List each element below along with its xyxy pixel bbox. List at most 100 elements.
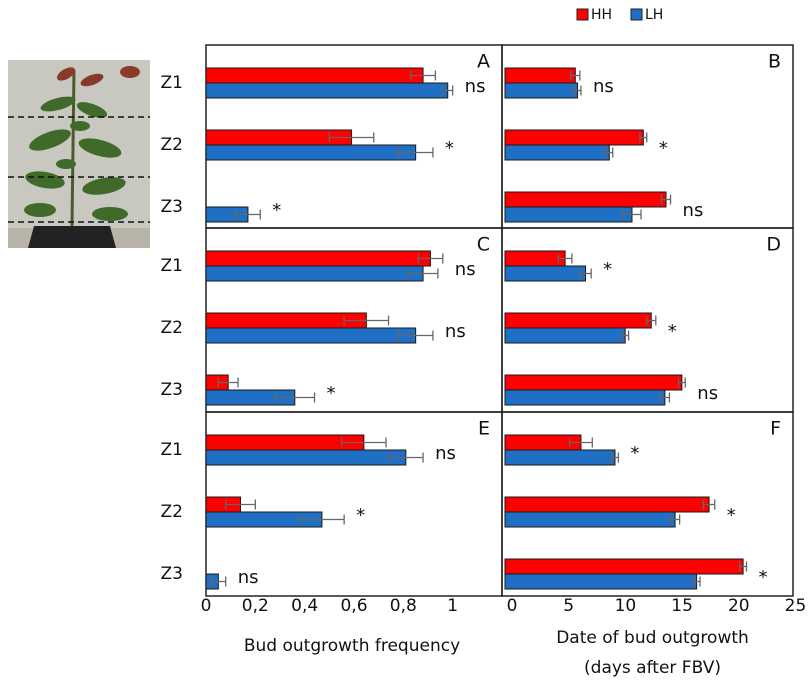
- significance-label: *: [668, 321, 677, 342]
- category-label: Z3: [161, 380, 183, 400]
- x-tick-label: 0,4: [291, 596, 318, 616]
- x-tick-label: 0,6: [340, 596, 367, 616]
- bar: [504, 144, 610, 161]
- bar: [205, 327, 417, 344]
- significance-label: ns: [238, 567, 259, 588]
- bar: [205, 312, 367, 329]
- bar: [205, 250, 431, 267]
- significance-label: *: [356, 505, 365, 526]
- significance-label: ns: [465, 76, 486, 97]
- x-tick-label: 0,2: [242, 596, 269, 616]
- category-label: Z1: [161, 256, 183, 276]
- x-axis-label: Bud outgrowth frequency: [244, 636, 460, 656]
- plant-photo: [8, 60, 150, 248]
- significance-label: *: [727, 505, 736, 526]
- error-bar: [557, 253, 573, 264]
- bar: [504, 67, 576, 84]
- x-axis-label: Date of bud outgrowth: [556, 628, 749, 648]
- panel-label: F: [770, 418, 781, 440]
- error-bar: [739, 561, 748, 572]
- error-bar: [341, 437, 387, 448]
- bar: [504, 573, 698, 590]
- pot: [28, 226, 116, 248]
- bar: [504, 250, 566, 267]
- category-label: Z1: [161, 440, 183, 460]
- significance-label: ns: [697, 383, 718, 404]
- error-bar: [217, 377, 239, 388]
- bar: [504, 511, 676, 528]
- x-tick-label: 5: [563, 596, 574, 616]
- category-label: Z1: [161, 73, 183, 93]
- legend-label: LH: [645, 7, 663, 23]
- error-bar: [568, 437, 593, 448]
- x-tick-label: 0: [201, 596, 212, 616]
- bar: [504, 374, 683, 391]
- category-label: Z3: [161, 197, 183, 217]
- legend-label: HH: [591, 7, 612, 23]
- bar: [504, 206, 633, 223]
- error-bar: [407, 268, 439, 279]
- significance-label: ns: [455, 259, 476, 280]
- x-tick-label: 10: [615, 596, 637, 616]
- error-bar: [646, 315, 657, 326]
- error-bar: [660, 194, 672, 205]
- bar: [205, 144, 417, 161]
- x-tick-label: 25: [785, 596, 807, 616]
- error-bar: [274, 392, 316, 403]
- bar: [205, 449, 407, 466]
- legend: HH LH: [576, 7, 663, 23]
- error-bar: [621, 330, 630, 341]
- bar: [504, 389, 666, 406]
- significance-label: ns: [593, 76, 614, 97]
- error-bar: [622, 209, 642, 220]
- error-bar: [299, 514, 345, 525]
- error-bar: [692, 576, 701, 587]
- bar: [504, 129, 644, 146]
- error-bar: [387, 452, 424, 463]
- bar: [504, 265, 587, 282]
- significance-label: *: [603, 259, 612, 280]
- category-label: Z2: [161, 502, 183, 522]
- bar: [504, 449, 616, 466]
- panel-label: E: [478, 418, 490, 440]
- bar: [504, 327, 626, 344]
- significance-label: *: [272, 200, 281, 221]
- panel-label: D: [766, 234, 781, 256]
- panel-frame: [501, 411, 794, 597]
- panel-label: C: [477, 234, 490, 256]
- error-bar: [677, 377, 686, 388]
- stem: [70, 69, 76, 227]
- category-label: Z3: [161, 564, 183, 584]
- significance-label: ns: [683, 200, 704, 221]
- error-bar: [410, 70, 437, 81]
- significance-label: *: [759, 567, 768, 588]
- leaves: [24, 96, 128, 221]
- error-bar: [210, 576, 227, 587]
- error-bar: [225, 499, 256, 510]
- x-tick-label: 15: [671, 596, 693, 616]
- x-tick-label: 0,8: [390, 596, 417, 616]
- significance-label: ns: [435, 443, 456, 464]
- bar: [205, 434, 365, 451]
- error-bar: [570, 70, 581, 81]
- error-bar: [234, 209, 261, 220]
- bar: [504, 312, 652, 329]
- error-bar: [417, 253, 444, 264]
- error-bar: [639, 132, 648, 143]
- error-bar: [573, 85, 582, 96]
- photo-background: [8, 60, 150, 248]
- bar: [504, 82, 579, 99]
- young-leaves: [56, 66, 140, 87]
- bar: [205, 67, 424, 84]
- error-bar: [669, 514, 681, 525]
- bar: [504, 191, 667, 208]
- error-bar: [397, 330, 434, 341]
- x-tick-label: 0: [507, 596, 518, 616]
- zone-dividers: [8, 116, 150, 223]
- bar: [205, 265, 424, 282]
- x-axis-label: (days after FBV): [584, 658, 721, 678]
- significance-label: *: [630, 443, 639, 464]
- error-bar: [397, 147, 434, 158]
